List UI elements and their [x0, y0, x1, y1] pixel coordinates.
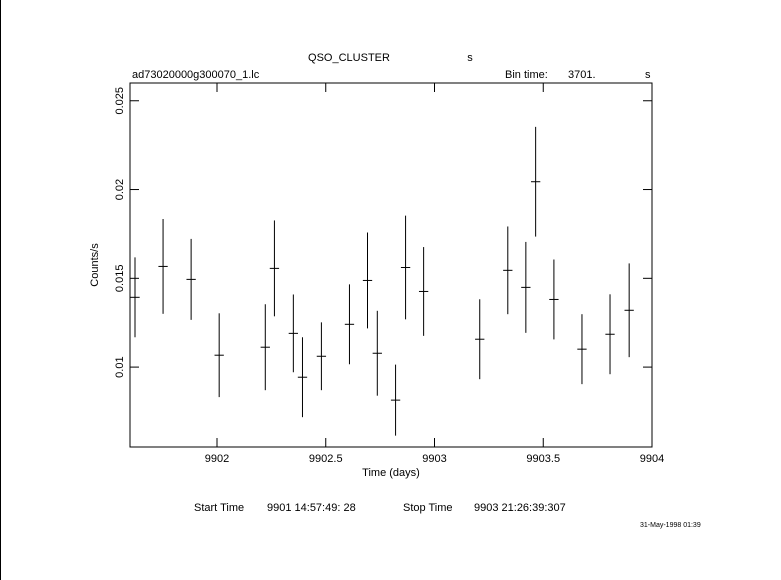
- start-time-label: Start Time: [194, 502, 244, 514]
- bin-time-unit: s: [645, 69, 651, 81]
- chart-title: QSO_CLUSTER: [308, 52, 390, 64]
- x-tick-label: 9904: [640, 453, 664, 465]
- bin-time: 3701.: [568, 69, 596, 81]
- file-name: ad73020000g300070_1.lc: [132, 69, 260, 81]
- timestamp: 31-May-1998 01:39: [640, 522, 701, 529]
- bin-time-label: Bin time:: [505, 69, 548, 81]
- stop-time: 9903 21:26:39:307: [474, 502, 566, 514]
- x-tick-label: 9902: [205, 453, 229, 465]
- x-tick-label: 9903: [422, 453, 446, 465]
- x-tick-label: 9903.5: [526, 453, 560, 465]
- y-axis-label: Counts/s: [89, 243, 101, 287]
- y-tick-label: 0.01: [114, 356, 126, 377]
- x-tick-label: 9902.5: [309, 453, 343, 465]
- stop-time-label: Stop Time: [403, 502, 453, 514]
- start-time: 9901 14:57:49: 28: [267, 502, 356, 514]
- plot-frame: [129, 82, 653, 448]
- y-tick-label: 0.025: [114, 87, 126, 115]
- y-tick-label: 0.02: [114, 179, 126, 200]
- y-tick-label: 0.015: [114, 265, 126, 293]
- title-unit: s: [467, 52, 473, 64]
- x-axis-label: Time (days): [362, 467, 420, 479]
